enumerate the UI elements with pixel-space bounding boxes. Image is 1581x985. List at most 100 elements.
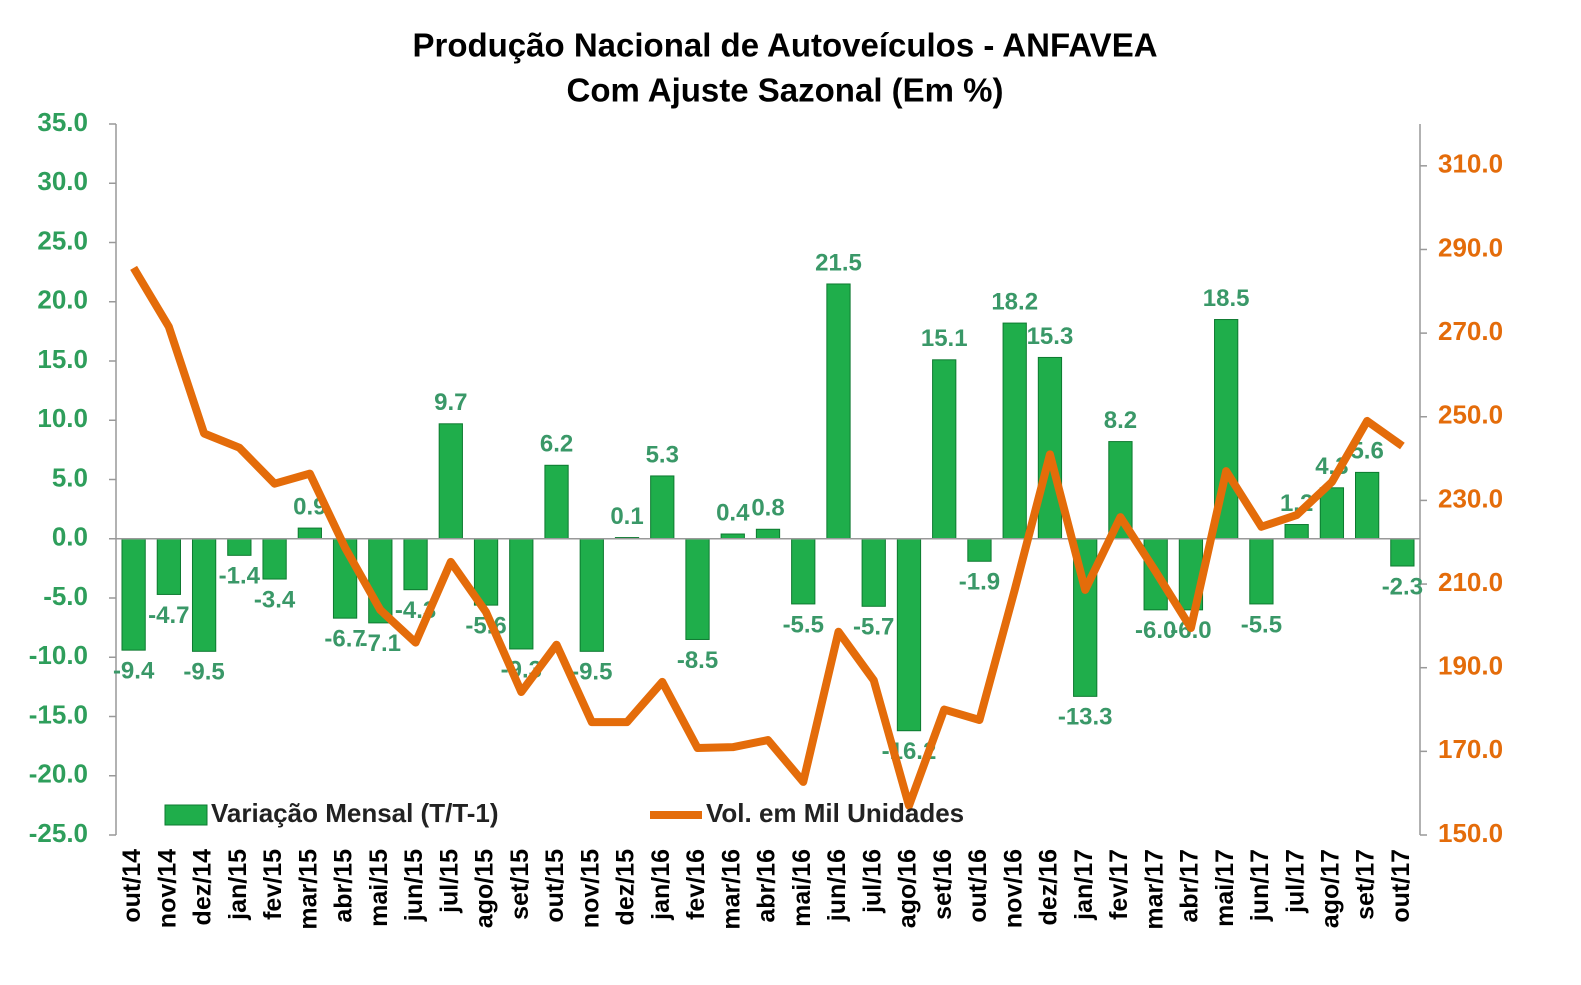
y-tick-label: 15.0 [37, 344, 88, 374]
data-label: 15.3 [1027, 323, 1074, 350]
y-tick-label: 0.0 [52, 522, 88, 552]
x-tick-label: fev/17 [1105, 849, 1133, 920]
y-tick-label: 35.0 [37, 107, 88, 137]
bar [191, 538, 217, 652]
data-label: -5.5 [783, 611, 824, 638]
bar [579, 538, 604, 652]
legend-label: Variação Mensal (T/T-1) [211, 798, 499, 828]
bar [544, 464, 569, 540]
y-tick-label: -25.0 [29, 818, 88, 848]
data-label: 18.2 [991, 288, 1038, 315]
bar [1037, 356, 1063, 540]
y-tick-label: -20.0 [29, 759, 88, 789]
y2-tick-label: 170.0 [1438, 734, 1503, 764]
x-tick-label: jul/15 [435, 849, 463, 914]
x-tick-label: dez/15 [612, 849, 640, 926]
legend-swatch [164, 804, 208, 826]
y-tick-label: 10.0 [37, 403, 88, 433]
data-label: 18.5 [1203, 285, 1250, 312]
y-tick-label: 25.0 [37, 225, 88, 255]
data-label: -4.7 [148, 602, 189, 629]
x-tick-label: mar/16 [717, 849, 745, 930]
x-tick-label: fev/16 [682, 849, 710, 920]
bar [932, 359, 957, 540]
bar [650, 475, 675, 540]
data-label: 0.4 [716, 499, 750, 526]
bar [1002, 322, 1027, 540]
x-tick-label: ago/15 [471, 849, 499, 928]
y-tick-label: 30.0 [37, 166, 88, 196]
bar [685, 538, 710, 640]
y2-tick-label: 210.0 [1438, 567, 1503, 597]
data-label: -6.7 [324, 625, 365, 652]
y-tick-label: 5.0 [52, 462, 88, 492]
y2-tick-label: 270.0 [1438, 316, 1503, 346]
x-tick-label: jul/16 [858, 849, 886, 914]
x-tick-label: mai/15 [365, 849, 393, 927]
data-label: 6.2 [540, 431, 573, 458]
x-tick-label: jun/16 [823, 849, 851, 922]
bar [227, 538, 252, 556]
bar [1390, 538, 1415, 567]
x-tick-label: nov/14 [153, 849, 181, 928]
data-label: 0.8 [751, 495, 784, 522]
x-tick-label: set/15 [506, 849, 534, 920]
bar [262, 538, 287, 580]
x-tick-label: jul/17 [1281, 849, 1309, 914]
data-label: -1.4 [219, 563, 261, 590]
legend-label: Vol. em Mil Unidades [706, 798, 964, 828]
x-tick-label: ago/17 [1317, 849, 1345, 928]
data-label: -6.0 [1135, 617, 1176, 644]
y-tick-label: -10.0 [29, 640, 88, 670]
x-tick-label: abr/17 [1176, 849, 1204, 923]
bar [896, 538, 922, 732]
x-tick-label: dez/16 [1035, 849, 1063, 925]
bar [121, 538, 146, 651]
y2-tick-label: 310.0 [1438, 149, 1503, 179]
x-tick-label: mar/17 [1140, 849, 1168, 930]
data-label: -5.5 [1241, 611, 1282, 638]
x-tick-label: fev/15 [259, 849, 287, 920]
x-tick-label: abr/16 [753, 849, 781, 923]
bar [967, 538, 992, 562]
x-tick-label: mai/17 [1211, 849, 1239, 927]
y2-tick-label: 290.0 [1438, 232, 1503, 262]
x-tick-label: out/14 [118, 849, 146, 923]
bar [755, 528, 781, 540]
x-tick-label: set/16 [929, 849, 957, 920]
bar [297, 527, 322, 540]
y2-tick-label: 230.0 [1438, 483, 1503, 513]
data-label: -9.4 [113, 657, 155, 684]
bar [791, 538, 816, 605]
bar [1249, 538, 1274, 605]
chart-title: Produção Nacional de Autoveículos - ANFA… [412, 27, 1157, 64]
bar [861, 538, 886, 607]
data-label: -13.3 [1058, 704, 1113, 731]
x-tick-label: out/15 [541, 849, 569, 923]
y-tick-label: -15.0 [29, 699, 88, 729]
x-tick-label: jun/15 [400, 849, 428, 922]
x-tick-label: nov/15 [576, 849, 604, 928]
bar [156, 538, 181, 595]
data-label: 21.5 [815, 249, 862, 276]
bar [438, 423, 463, 540]
x-tick-label: nov/16 [999, 849, 1027, 928]
x-tick-label: out/17 [1387, 849, 1415, 923]
y2-tick-label: 190.0 [1438, 651, 1503, 681]
y-tick-label: -5.0 [43, 581, 88, 611]
data-label: 9.7 [434, 389, 467, 416]
data-label: 15.1 [921, 325, 968, 352]
y2-tick-label: 250.0 [1438, 400, 1503, 430]
bar [509, 538, 534, 650]
data-label: -1.9 [959, 569, 1000, 596]
x-tick-label: abr/15 [330, 849, 358, 923]
x-tick-label: out/16 [964, 849, 992, 923]
x-tick-label: jan/16 [647, 849, 675, 921]
bar [1355, 471, 1380, 540]
chart-subtitle: Com Ajuste Sazonal (Em %) [566, 72, 1003, 109]
x-tick-label: dez/14 [189, 849, 217, 926]
x-tick-label: jun/17 [1246, 849, 1274, 922]
data-label: 5.3 [646, 441, 679, 468]
data-label: -3.4 [254, 586, 296, 613]
